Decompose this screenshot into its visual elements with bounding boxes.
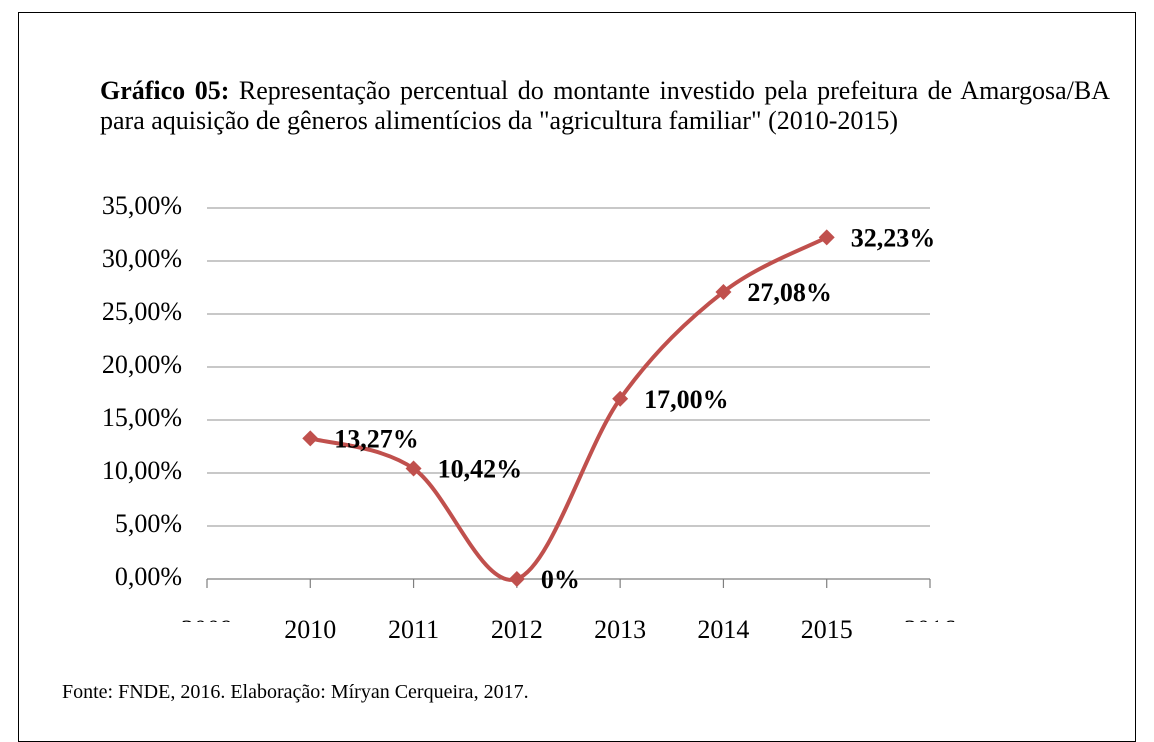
marker — [508, 571, 525, 587]
x-tick-label: 2012 — [491, 615, 543, 644]
data-label: 17,00% — [644, 385, 729, 414]
chart-title-label: Gráfico 05: — [100, 76, 230, 105]
data-label: 13,27% — [334, 424, 419, 453]
chart-title-block: Gráfico 05: Representação percentual do … — [100, 76, 1110, 136]
data-label: 27,08% — [747, 278, 832, 307]
marker — [612, 390, 629, 407]
x-tick-label: 2010 — [284, 615, 336, 644]
marker — [405, 460, 422, 477]
data-label: 32,23% — [851, 223, 936, 252]
data-label: 0% — [541, 565, 580, 594]
marker — [818, 229, 835, 246]
marker — [302, 430, 319, 447]
y-tick-label: 5,00% — [115, 509, 182, 538]
y-tick-label: 35,00% — [102, 191, 182, 220]
x-tick-label: 2016 — [904, 615, 956, 644]
y-tick-label: 20,00% — [102, 350, 182, 379]
y-tick-label: 30,00% — [102, 244, 182, 273]
x-tick-label: 2015 — [801, 615, 853, 644]
chart-title: Representação percentual do montante inv… — [100, 76, 1111, 135]
x-tick-label: 2014 — [697, 615, 749, 644]
x-tick-label: 2009 — [181, 615, 233, 644]
y-tick-label: 25,00% — [102, 297, 182, 326]
x-tick-label: 2011 — [388, 615, 439, 644]
data-label: 10,42% — [438, 455, 522, 484]
x-tick-label: 2013 — [594, 615, 646, 644]
source-note: Fonte: FNDE, 2016. Elaboração: Míryan Ce… — [62, 681, 529, 703]
y-tick-label: 15,00% — [102, 403, 182, 432]
marker — [715, 283, 732, 300]
y-tick-label: 0,00% — [115, 562, 182, 591]
y-tick-label: 10,00% — [102, 456, 182, 485]
